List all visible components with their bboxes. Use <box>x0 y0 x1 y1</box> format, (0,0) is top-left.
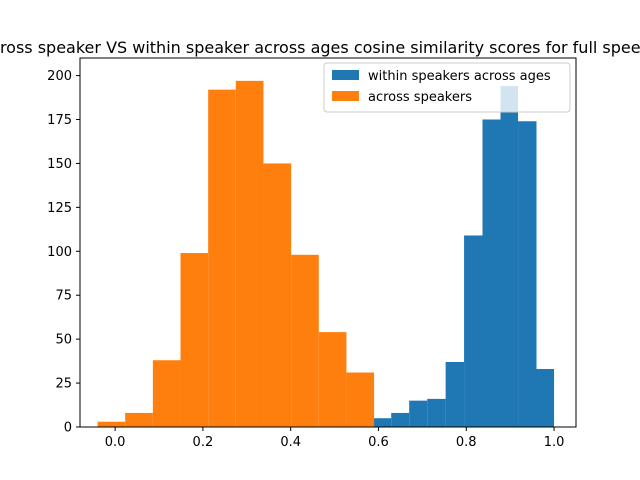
bar-series0-bin6 <box>482 119 501 427</box>
y-tick-label: 50 <box>55 333 72 348</box>
bar-series0-bin8 <box>518 121 537 427</box>
bar-series0-bin4 <box>445 361 465 427</box>
bar-series0-bin3 <box>427 398 446 427</box>
bars-layer <box>97 80 555 427</box>
bar-series1-bin7 <box>291 254 319 427</box>
legend-label: within speakers across ages <box>368 69 551 84</box>
y-tick-label: 0 <box>64 421 72 436</box>
x-tick-label: 0.8 <box>456 435 477 450</box>
x-tick-label: 0.0 <box>105 435 126 450</box>
bar-series1-bin0 <box>97 421 126 427</box>
x-tick-label: 1.0 <box>544 435 565 450</box>
legend-swatch <box>332 91 359 101</box>
bar-series1-bin9 <box>346 372 375 427</box>
bar-series1-bin4 <box>208 89 236 427</box>
plot-frame <box>79 57 577 428</box>
y-tick-label: 150 <box>47 157 72 172</box>
y-tick-label: 75 <box>55 289 72 304</box>
legend-box <box>323 62 571 113</box>
bar-series0-bin1 <box>391 412 410 427</box>
legend-swatch <box>332 70 359 80</box>
y-tick-label: 200 <box>47 69 72 84</box>
x-tick-label: 0.4 <box>280 435 301 450</box>
bar-series1-bin3 <box>180 253 209 427</box>
x-axis: 0.0 0.2 0.4 0.6 0.8 1.0 <box>105 427 565 450</box>
bar-series1-bin5 <box>235 80 264 427</box>
bar-series0-bin9 <box>536 369 555 427</box>
x-tick-label: 0.2 <box>193 435 214 450</box>
y-tick-label: 25 <box>55 377 72 392</box>
bar-series1-bin1 <box>125 412 153 427</box>
bar-series1-bin8 <box>318 332 347 427</box>
legend: within speakers across ages across speake… <box>323 62 571 113</box>
legend-label: across speakers <box>368 90 472 105</box>
bar-series0-bin5 <box>464 235 483 427</box>
bar-series0-bin7 <box>500 86 519 427</box>
bar-series1-bin6 <box>263 163 292 427</box>
bar-series0-bin0 <box>373 418 392 427</box>
chart-title: Across speaker VS within speaker across … <box>0 38 640 57</box>
bar-series1-bin2 <box>152 360 181 427</box>
y-axis: 0 25 50 75 100 125 150 175 200 <box>47 69 80 436</box>
y-tick-label: 125 <box>47 201 72 216</box>
bar-series0-bin2 <box>409 400 428 427</box>
y-tick-label: 100 <box>47 245 72 260</box>
x-tick-label: 0.6 <box>368 435 389 450</box>
y-tick-label: 175 <box>47 113 72 128</box>
